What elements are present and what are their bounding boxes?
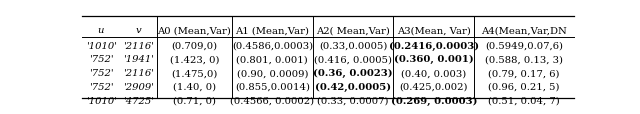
Text: (1.475,0): (1.475,0) (171, 69, 218, 77)
Text: (0.2416,0.0003): (0.2416,0.0003) (388, 41, 479, 50)
Text: A3(Mean, Var): A3(Mean, Var) (397, 26, 471, 35)
Text: '1010': '1010' (86, 96, 116, 105)
Text: (0.709,0): (0.709,0) (172, 41, 218, 50)
Text: (0.588, 0.13, 3): (0.588, 0.13, 3) (485, 55, 563, 64)
Text: '752': '752' (89, 82, 113, 91)
Text: (0.33,0.0005): (0.33,0.0005) (319, 41, 387, 50)
Text: A1 (Mean,Var): A1 (Mean,Var) (236, 26, 309, 35)
Text: '2116': '2116' (123, 41, 154, 50)
Text: (0.36, 0.0023): (0.36, 0.0023) (314, 68, 393, 77)
Text: '2116': '2116' (123, 69, 154, 77)
Text: v: v (135, 26, 141, 35)
Text: (0.96, 0.21, 5): (0.96, 0.21, 5) (488, 82, 559, 91)
Text: '1941': '1941' (123, 55, 154, 64)
Text: '752': '752' (89, 69, 113, 77)
Text: (0.42,0.0005): (0.42,0.0005) (315, 82, 391, 91)
Text: '1010': '1010' (86, 41, 116, 50)
Text: '4725': '4725' (123, 96, 154, 105)
Text: A2( Mean,Var): A2( Mean,Var) (316, 26, 390, 35)
Text: (0.79, 0.17, 6): (0.79, 0.17, 6) (488, 69, 559, 77)
Text: (0.33, 0.0007): (0.33, 0.0007) (317, 96, 389, 105)
Text: '2909': '2909' (123, 82, 154, 91)
Text: '752': '752' (89, 55, 113, 64)
Text: (0.4566, 0.0002): (0.4566, 0.0002) (230, 96, 314, 105)
Text: (0.40, 0.003): (0.40, 0.003) (401, 69, 467, 77)
Text: (0.855,0.0014): (0.855,0.0014) (235, 82, 310, 91)
Text: u: u (98, 26, 104, 35)
Text: (0.269, 0.0003): (0.269, 0.0003) (390, 96, 477, 105)
Text: A4(Mean,Var,DN: A4(Mean,Var,DN (481, 26, 567, 35)
Text: (0.4586,0.0003): (0.4586,0.0003) (232, 41, 313, 50)
Text: (0.425,0.002): (0.425,0.002) (399, 82, 468, 91)
Text: A0 (Mean,Var): A0 (Mean,Var) (157, 26, 231, 35)
Text: (1.40, 0): (1.40, 0) (173, 82, 216, 91)
Text: (0.90, 0.0009): (0.90, 0.0009) (237, 69, 308, 77)
Text: (0.801, 0.001): (0.801, 0.001) (236, 55, 308, 64)
Text: (0.360, 0.001): (0.360, 0.001) (394, 55, 474, 64)
Text: (0.51, 0.04, 7): (0.51, 0.04, 7) (488, 96, 560, 105)
Text: (0.416, 0.0005): (0.416, 0.0005) (314, 55, 392, 64)
Text: (1.423, 0): (1.423, 0) (170, 55, 219, 64)
Text: (0.5949,0.07,6): (0.5949,0.07,6) (485, 41, 563, 50)
Text: (0.71, 0): (0.71, 0) (173, 96, 216, 105)
